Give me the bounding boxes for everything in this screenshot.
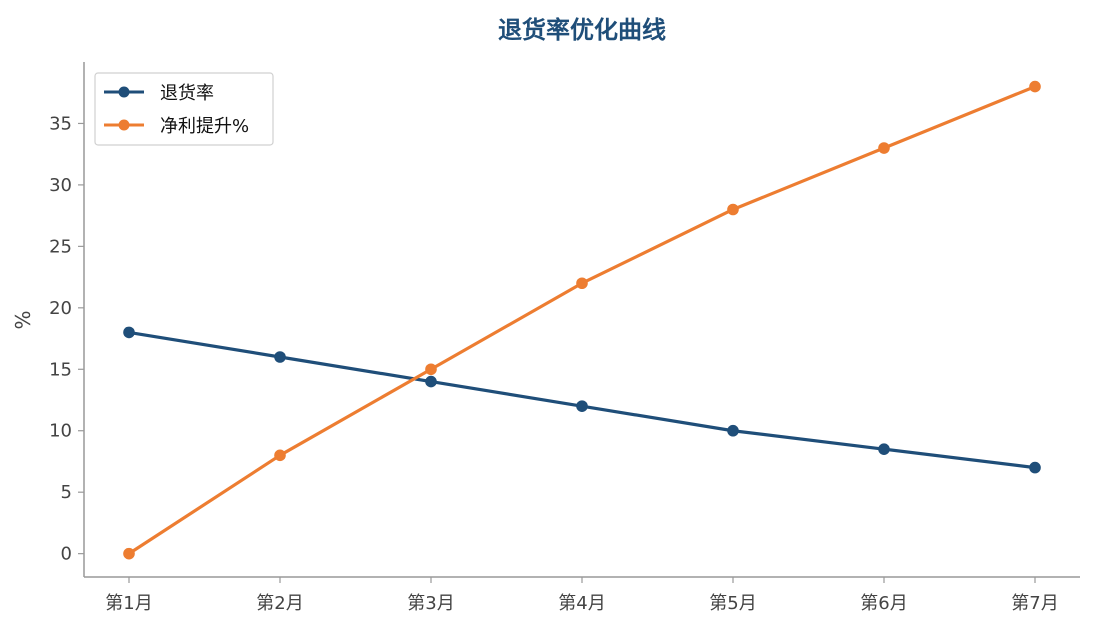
data-point-returns-rate (727, 424, 739, 437)
legend-marker-net-profit-gain (118, 119, 130, 131)
x-axis-ticks: 第1月 第2月 第3月 第4月 第5月 第6月 第7月 (105, 577, 1059, 614)
x-tick-label: 第3月 (407, 593, 454, 614)
y-axis-label: % (11, 310, 35, 329)
data-point-returns-rate (274, 351, 286, 363)
y-tick-label: 30 (49, 175, 72, 196)
data-point-returns-rate (878, 443, 890, 455)
legend-marker-returns-rate (118, 86, 130, 98)
y-tick-label: 5 (61, 482, 72, 503)
data-point-returns-rate (1029, 461, 1041, 474)
y-tick-label: 35 (49, 113, 72, 134)
chart-title: 退货率优化曲线 (498, 16, 666, 44)
y-tick-label: 20 (49, 298, 72, 319)
data-point-returns-rate (123, 326, 135, 339)
data-point-returns-rate (576, 400, 588, 412)
y-tick-label: 10 (49, 421, 72, 442)
series-line-net-profit-gain (127, 84, 1037, 556)
y-tick-label: 0 (61, 544, 72, 565)
legend: 退货率 净利提升% (94, 72, 274, 146)
legend-label-returns-rate: 退货率 (160, 83, 214, 104)
data-point-net-profit-gain (123, 547, 135, 560)
data-point-returns-rate (425, 375, 437, 388)
x-tick-label: 第5月 (709, 593, 756, 614)
x-tick-label: 第2月 (256, 593, 303, 614)
y-tick-label: 25 (49, 236, 72, 257)
data-point-net-profit-gain (1029, 80, 1041, 93)
series-layer (123, 80, 1041, 560)
data-point-net-profit-gain (878, 142, 890, 154)
y-tick-label: 15 (49, 359, 72, 380)
legend-label-net-profit-gain: 净利提升% (160, 116, 249, 137)
x-tick-label: 第7月 (1011, 593, 1058, 614)
data-point-net-profit-gain (274, 449, 286, 462)
x-tick-label: 第4月 (558, 593, 605, 614)
data-point-net-profit-gain (727, 203, 739, 216)
y-axis-ticks: 0 5 10 15 20 25 30 35 (49, 113, 84, 565)
x-tick-label: 第1月 (105, 593, 152, 614)
data-point-net-profit-gain (425, 363, 437, 376)
series-line-returns-rate (127, 330, 1037, 470)
x-tick-label: 第6月 (860, 593, 907, 614)
data-point-net-profit-gain (576, 277, 588, 290)
